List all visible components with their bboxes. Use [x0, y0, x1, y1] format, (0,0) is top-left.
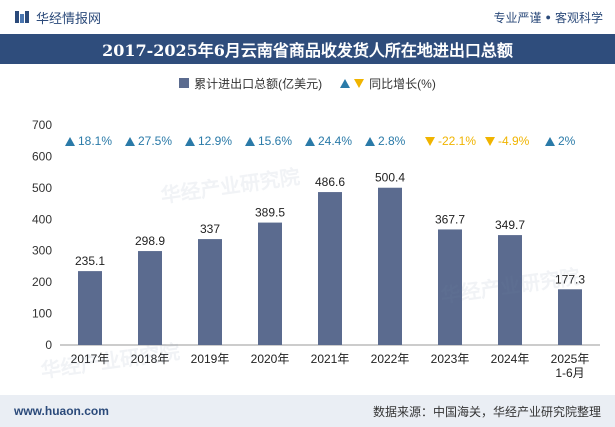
y-tick-label: 500 [32, 181, 52, 195]
bar-value-label: 486.6 [315, 175, 345, 189]
y-tick-label: 100 [32, 307, 52, 321]
bar-value-label: 349.7 [495, 218, 525, 232]
legend-growth-label: 同比增长(%) [369, 76, 436, 91]
logo-icon [15, 11, 29, 23]
tagline-left: 专业严谨 [493, 10, 542, 25]
tagline: 专业严谨 ● 客观科学 [494, 9, 603, 26]
bar-value-label: 500.4 [375, 171, 405, 185]
chart-title: 2017-2025年6月云南省商品收发货人所在地进出口总额 [102, 41, 513, 60]
growth-label: 2.8% [378, 134, 406, 148]
growth-label: 24.4% [318, 134, 352, 148]
legend-markers [340, 78, 365, 88]
growth-label: 12.9% [198, 134, 232, 148]
growth-up-marker [545, 137, 555, 146]
top-bar: 华经情报网 专业严谨 ● 客观科学 [0, 0, 615, 34]
chart-title-bar: 2017-2025年6月云南省商品收发货人所在地进出口总额 [0, 34, 615, 64]
growth-down-marker [425, 137, 435, 146]
footer-source: 数据来源：中国海关，华经产业研究院整理 [372, 404, 601, 419]
x-tick-label: 2023年 [431, 352, 470, 366]
legend-bar-label: 累计进出口总额(亿美元) [194, 76, 323, 91]
x-tick-label: 2024年 [491, 352, 530, 366]
x-tick-label: 2020年 [251, 352, 290, 366]
y-tick-label: 600 [32, 149, 52, 163]
bar-value-label: 298.9 [135, 234, 165, 248]
bar [78, 271, 102, 345]
y-tick-label: 200 [32, 275, 52, 289]
brand-name: 华经情报网 [36, 10, 102, 26]
legend: 累计进出口总额(亿美元) 同比增长(%) [0, 74, 615, 92]
bar-swatch-icon [179, 78, 190, 88]
bar [498, 235, 522, 345]
bar [438, 229, 462, 345]
down-triangle-icon [354, 78, 365, 88]
bar [258, 222, 282, 345]
bar [378, 187, 402, 345]
growth-label: 18.1% [78, 134, 112, 148]
y-tick-label: 700 [32, 118, 52, 132]
legend-item-bars: 累计进出口总额(亿美元) [179, 75, 322, 92]
bullet-icon: ● [545, 12, 551, 22]
growth-label: 2% [558, 134, 576, 148]
growth-label: 15.6% [258, 134, 292, 148]
y-tick-label: 400 [32, 212, 52, 226]
bar-value-label: 389.5 [255, 206, 285, 220]
x-tick-label: 1-6月 [555, 366, 584, 380]
bar-value-label: 367.7 [435, 212, 465, 226]
x-tick-label: 2017年 [71, 352, 110, 366]
growth-label: 27.5% [138, 134, 172, 148]
growth-down-marker [485, 137, 495, 146]
growth-label: -4.9% [498, 134, 530, 148]
brand[interactable]: 华经情报网 [14, 8, 101, 27]
footer-url[interactable]: www.huaon.com [14, 404, 109, 418]
bar [558, 289, 582, 345]
growth-up-marker [185, 137, 195, 146]
x-tick-label: 2025年 [551, 352, 590, 366]
legend-item-growth: 同比增长(%) [340, 75, 436, 92]
x-tick-label: 2021年 [311, 352, 350, 366]
growth-up-marker [305, 137, 315, 146]
x-tick-label: 2022年 [371, 352, 410, 366]
bar [198, 239, 222, 345]
footer: www.huaon.com 数据来源：中国海关，华经产业研究院整理 [0, 395, 615, 427]
tagline-right: 客观科学 [554, 10, 603, 25]
bar [318, 192, 342, 345]
x-tick-label: 2018年 [131, 352, 170, 366]
growth-up-marker [365, 137, 375, 146]
y-tick-label: 300 [32, 244, 52, 258]
bar-value-label: 337 [200, 222, 220, 236]
x-tick-label: 2019年 [191, 352, 230, 366]
growth-label: -22.1% [438, 134, 476, 148]
growth-up-marker [245, 137, 255, 146]
bar-value-label: 235.1 [75, 254, 105, 268]
up-triangle-icon [340, 78, 351, 88]
chart: 0 100 200 300 400 500 600 700 235.1 2017年 18.1% 298… [32, 118, 600, 380]
bar-value-label: 177.3 [555, 272, 585, 286]
y-tick-label: 0 [45, 338, 52, 352]
growth-up-marker [125, 137, 135, 146]
bar [138, 251, 162, 345]
growth-up-marker [65, 137, 75, 146]
